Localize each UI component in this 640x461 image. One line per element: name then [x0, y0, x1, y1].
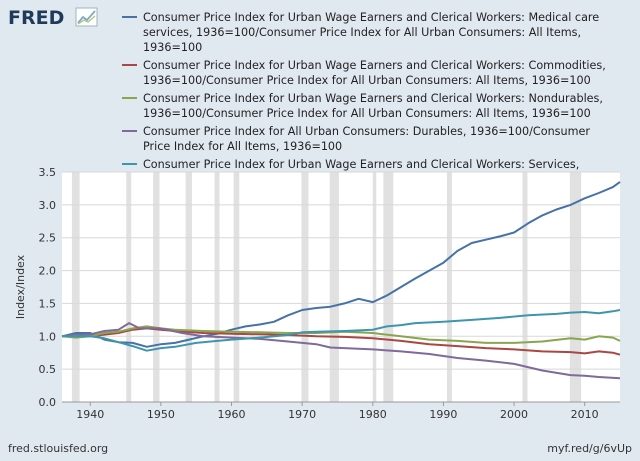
series-lines	[61, 181, 621, 380]
recession-band	[522, 172, 528, 402]
legend-label: Consumer Price Index for Urban Wage Earn…	[143, 59, 606, 87]
y-axis-title: Index/Index	[14, 254, 27, 319]
x-tick-label: 2010	[571, 408, 599, 421]
trend-chart-icon	[75, 7, 98, 27]
x-tick-label: 1960	[218, 408, 246, 421]
recession-band	[372, 172, 377, 402]
x-tick-label: 2000	[500, 408, 528, 421]
recession-band	[185, 172, 192, 402]
y-tick-label: 0.5	[39, 363, 57, 376]
recession-band	[214, 172, 220, 402]
series-line-3[interactable]	[61, 325, 621, 344]
fred-logo[interactable]: FRED	[8, 7, 98, 29]
recession-band	[301, 172, 309, 402]
recession-band	[446, 172, 452, 402]
y-tick-label: 1.0	[39, 330, 57, 343]
y-tick-label: 2.0	[39, 265, 57, 278]
y-tick-label: 1.5	[39, 297, 57, 310]
legend-label: Consumer Price Index for All Urban Consu…	[143, 125, 590, 153]
series-line-4[interactable]	[61, 322, 621, 380]
x-tick-label: 1980	[359, 408, 387, 421]
recession-shading	[71, 172, 582, 402]
legend-item-1[interactable]: Consumer Price Index for Urban Wage Earn…	[122, 11, 599, 54]
y-tick-label: 3.5	[39, 166, 57, 179]
plot-area	[62, 172, 620, 402]
legend-item-2[interactable]: Consumer Price Index for Urban Wage Earn…	[122, 59, 606, 87]
recession-band	[233, 172, 240, 402]
series-line-1[interactable]	[61, 181, 621, 348]
series-line-5[interactable]	[62, 309, 621, 352]
x-tick-label: 1950	[147, 408, 175, 421]
recession-band	[569, 172, 582, 402]
y-tick-label: 3.0	[39, 199, 57, 212]
recession-band	[126, 172, 132, 402]
x-tick-label: 1970	[288, 408, 316, 421]
recession-band	[329, 172, 339, 402]
y-tick-label: 2.5	[39, 232, 57, 245]
recession-band	[383, 172, 394, 402]
logo-text: FRED	[8, 7, 64, 29]
legend-label: Consumer Price Index for Urban Wage Earn…	[143, 92, 603, 120]
legend-label: Consumer Price Index for Urban Wage Earn…	[143, 11, 599, 54]
short-url-link[interactable]: myf.red/g/6vUp	[547, 442, 632, 455]
legend: Consumer Price Index for Urban Wage Earn…	[122, 11, 606, 186]
legend-item-4[interactable]: Consumer Price Index for All Urban Consu…	[122, 125, 590, 153]
legend-item-3[interactable]: Consumer Price Index for Urban Wage Earn…	[122, 92, 603, 120]
x-tick-label: 1940	[76, 408, 104, 421]
y-axis-ticks: 0.0 0.5 1.0 1.5 2.0 2.5 3.0 3.5	[39, 166, 57, 409]
x-tick-label: 1990	[429, 408, 457, 421]
source-link[interactable]: fred.stlouisfed.org	[8, 442, 108, 455]
recession-band	[153, 172, 160, 402]
x-axis-ticks: 1940 1950 1960 1970 1980 1990 2000 2010	[76, 402, 599, 421]
recession-band	[71, 172, 80, 402]
y-tick-label: 0.0	[39, 396, 57, 409]
